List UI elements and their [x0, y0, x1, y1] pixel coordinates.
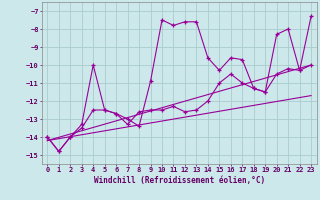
X-axis label: Windchill (Refroidissement éolien,°C): Windchill (Refroidissement éolien,°C) — [94, 176, 265, 185]
